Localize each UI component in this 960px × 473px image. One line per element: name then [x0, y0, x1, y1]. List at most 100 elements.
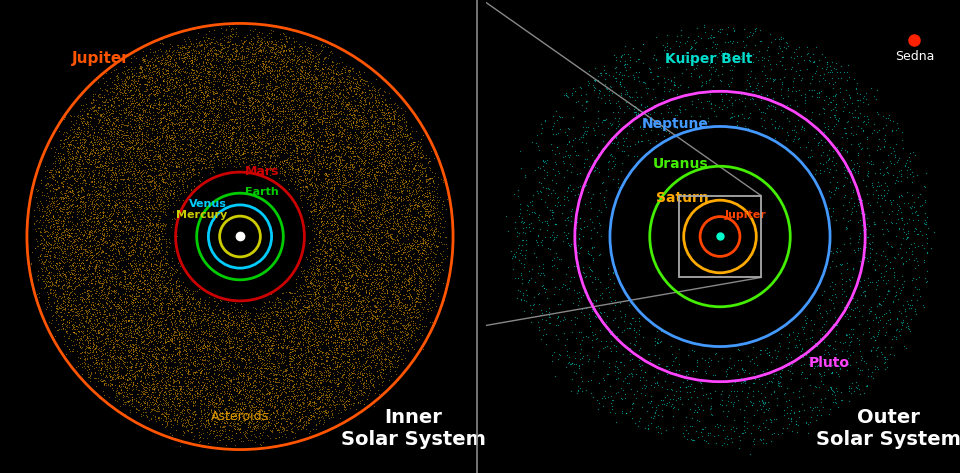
Point: [306, 102, 322, 110]
Point: [250, 62, 265, 70]
Point: [386, 189, 401, 196]
Point: [91, 118, 107, 126]
Point: [364, 296, 379, 304]
Point: [153, 430, 168, 438]
Point: [99, 227, 114, 235]
Point: [191, 168, 206, 175]
Point: [158, 328, 174, 336]
Point: [170, 395, 185, 403]
Point: [207, 409, 223, 417]
Point: [348, 148, 363, 155]
Point: [140, 116, 156, 123]
Point: [70, 327, 85, 335]
Point: [91, 256, 107, 263]
Point: [324, 262, 339, 270]
Point: [47, 261, 62, 269]
Point: [142, 90, 157, 97]
Point: [131, 326, 146, 333]
Point: [242, 57, 257, 64]
Point: [333, 309, 348, 317]
Point: [201, 104, 216, 112]
Point: [188, 411, 204, 418]
Point: [331, 131, 347, 139]
Point: [43, 210, 59, 217]
Point: [771, 348, 786, 355]
Point: [67, 248, 83, 255]
Point: [266, 398, 281, 406]
Point: [311, 346, 326, 353]
Point: [299, 179, 314, 186]
Point: [391, 154, 406, 161]
Point: [83, 246, 98, 254]
Point: [191, 40, 206, 47]
Point: [655, 400, 670, 408]
Point: [249, 149, 264, 156]
Point: [422, 282, 438, 290]
Point: [115, 187, 131, 195]
Point: [268, 385, 283, 393]
Point: [730, 387, 745, 394]
Point: [277, 352, 293, 359]
Point: [265, 153, 280, 160]
Point: [531, 326, 546, 333]
Point: [163, 75, 179, 83]
Point: [104, 259, 119, 267]
Point: [408, 323, 423, 331]
Point: [91, 189, 107, 197]
Point: [267, 402, 282, 410]
Point: [211, 47, 227, 55]
Point: [225, 46, 240, 53]
Point: [372, 349, 388, 356]
Point: [152, 39, 167, 47]
Point: [227, 361, 242, 369]
Point: [87, 272, 103, 280]
Point: [152, 200, 167, 207]
Point: [330, 94, 346, 102]
Point: [267, 333, 282, 340]
Point: [110, 114, 126, 121]
Point: [571, 328, 587, 336]
Point: [264, 68, 279, 75]
Point: [133, 231, 149, 239]
Point: [287, 312, 302, 319]
Point: [136, 389, 152, 397]
Point: [762, 30, 778, 37]
Point: [260, 410, 276, 417]
Point: [236, 33, 252, 41]
Point: [46, 274, 61, 282]
Point: [290, 156, 305, 164]
Point: [710, 431, 726, 439]
Point: [141, 329, 156, 337]
Point: [68, 331, 84, 338]
Point: [281, 45, 297, 53]
Point: [536, 325, 551, 333]
Point: [705, 26, 720, 33]
Point: [828, 100, 844, 108]
Point: [217, 416, 232, 424]
Point: [145, 108, 160, 116]
Point: [898, 305, 913, 313]
Point: [124, 345, 139, 353]
Point: [248, 328, 263, 336]
Point: [552, 125, 567, 133]
Point: [105, 202, 120, 210]
Point: [592, 190, 608, 197]
Point: [232, 100, 248, 107]
Point: [733, 52, 749, 60]
Point: [124, 131, 139, 138]
Point: [347, 129, 362, 136]
Point: [83, 354, 98, 362]
Point: [109, 398, 125, 405]
Point: [285, 88, 300, 96]
Point: [135, 252, 151, 260]
Point: [64, 321, 80, 329]
Point: [67, 268, 83, 275]
Point: [95, 291, 110, 299]
Point: [157, 346, 173, 354]
Point: [557, 159, 572, 166]
Point: [76, 315, 91, 322]
Point: [168, 283, 183, 291]
Point: [712, 77, 728, 84]
Point: [271, 359, 286, 366]
Point: [112, 280, 128, 288]
